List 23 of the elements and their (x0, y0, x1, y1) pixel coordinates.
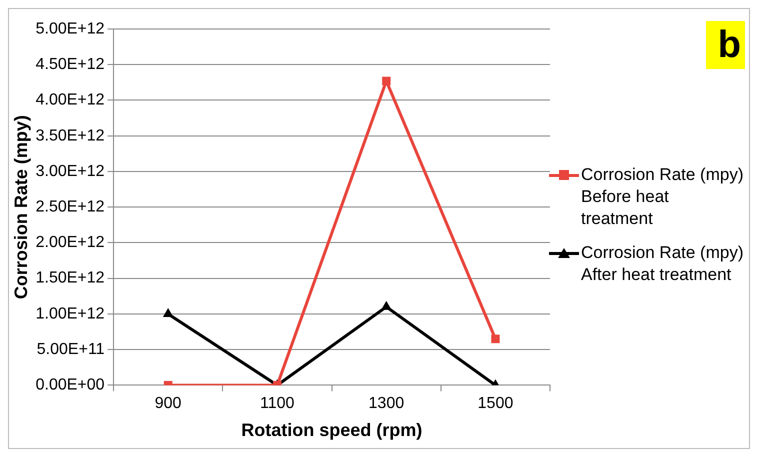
legend-label: Corrosion Rate (mpy) Before heat treatment (581, 164, 744, 230)
x-tick-label: 1100 (260, 395, 295, 412)
y-axis-title: Corrosion Rate (mpy) (10, 115, 31, 300)
y-tick-label: 0.00E+00 (36, 376, 105, 394)
y-tick-label: 4.00E+12 (36, 92, 105, 109)
y-tick-label: 3.00E+12 (36, 162, 105, 180)
x-tick-label: 900 (154, 395, 182, 412)
x-tick-label: 1500 (478, 395, 514, 412)
y-tick-label: 3.50E+12 (36, 127, 105, 144)
y-tick-label: 2.00E+12 (36, 234, 105, 252)
point (382, 76, 391, 86)
y-tick-label: 1.50E+12 (36, 270, 105, 287)
y-tick-label: 5.00E+11 (36, 340, 105, 358)
point (381, 300, 392, 310)
y-tick-label: 1.00E+12 (36, 305, 105, 322)
x-axis-title: Rotation speed (rpm) (241, 420, 422, 440)
y-tick-label: 2.50E+12 (36, 198, 105, 216)
x-tick-label: 1300 (368, 395, 404, 412)
legend-label: Corrosion Rate (mpy) After heat treatment (581, 242, 744, 286)
text: b (706, 21, 745, 69)
point (162, 308, 174, 317)
y-tick-label: 4.50E+12 (36, 56, 105, 74)
y-tick-label: 5.00E+12 (36, 20, 105, 38)
